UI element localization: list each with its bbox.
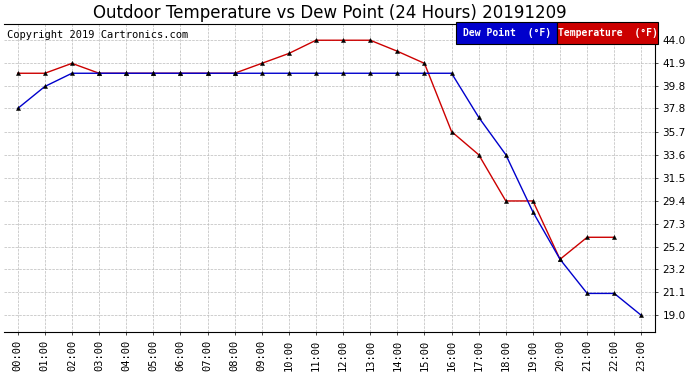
Title: Outdoor Temperature vs Dew Point (24 Hours) 20191209: Outdoor Temperature vs Dew Point (24 Hou… xyxy=(92,4,566,22)
FancyBboxPatch shape xyxy=(558,22,658,44)
Text: Dew Point  (°F): Dew Point (°F) xyxy=(463,28,551,38)
Text: Copyright 2019 Cartronics.com: Copyright 2019 Cartronics.com xyxy=(8,30,188,40)
FancyBboxPatch shape xyxy=(457,22,558,44)
Text: Temperature  (°F): Temperature (°F) xyxy=(558,28,658,38)
